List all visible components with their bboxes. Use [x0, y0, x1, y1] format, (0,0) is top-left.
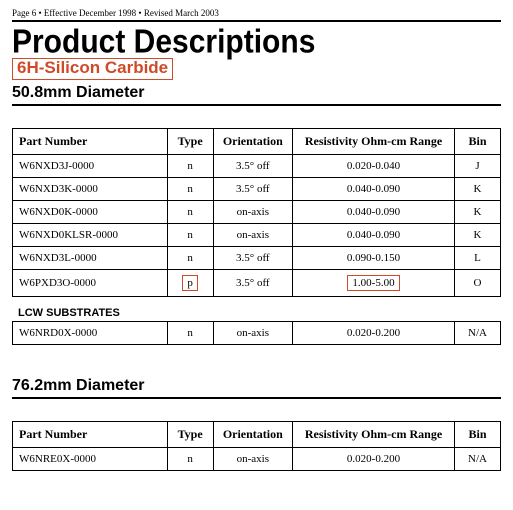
cell-resistivity: 0.040-0.090 [293, 177, 455, 200]
table-row: W6NXD3J-0000n3.5° off0.020-0.040J [13, 154, 501, 177]
cell-part: W6NXD0KLSR-0000 [13, 223, 168, 246]
cell-bin: K [454, 177, 500, 200]
cell-type: n [167, 223, 213, 246]
cell-bin: L [454, 246, 500, 269]
col-bin: Bin [454, 128, 500, 154]
section2-heading: 76.2mm Diameter [12, 377, 501, 399]
cell-part: W6NXD3J-0000 [13, 154, 168, 177]
page-header: Page 6 • Effective December 1998 • Revis… [12, 8, 501, 20]
cell-part: W6NRD0X-0000 [13, 321, 168, 344]
cell-bin: J [454, 154, 500, 177]
table-row: W6NRD0X-0000non-axis0.020-0.200N/A [13, 321, 501, 344]
cell-part: W6NRE0X-0000 [13, 447, 168, 470]
cell-part: W6NXD3K-0000 [13, 177, 168, 200]
cell-part: W6NXD3L-0000 [13, 246, 168, 269]
col-type: Type [167, 128, 213, 154]
col-bin: Bin [454, 421, 500, 447]
section1-heading: 50.8mm Diameter [12, 84, 501, 106]
cell-resistivity: 0.090-0.150 [293, 246, 455, 269]
table-row: W6NXD0KLSR-0000non-axis0.040-0.090K [13, 223, 501, 246]
table-row: W6NRE0X-0000non-axis0.020-0.200N/A [13, 447, 501, 470]
cell-bin: K [454, 223, 500, 246]
cell-bin: O [454, 269, 500, 296]
cell-bin: K [454, 200, 500, 223]
section1-table: Part Number Type Orientation Resistivity… [12, 128, 501, 297]
table-header-row: Part Number Type Orientation Resistivity… [13, 128, 501, 154]
col-orient: Orientation [213, 128, 292, 154]
cell-type: n [167, 447, 213, 470]
table-header-row: Part Number Type Orientation Resistivity… [13, 421, 501, 447]
subtitle-box: 6H-Silicon Carbide [12, 58, 173, 80]
section2-table: Part Number Type Orientation Resistivity… [12, 421, 501, 471]
col-type: Type [167, 421, 213, 447]
col-orient: Orientation [213, 421, 292, 447]
page-title: Product Descriptions [12, 26, 501, 59]
cell-orientation: 3.5° off [213, 177, 292, 200]
cell-orientation: on-axis [213, 223, 292, 246]
table-row: W6NXD3K-0000n3.5° off0.040-0.090K [13, 177, 501, 200]
table-row: W6PXD3O-0000p3.5° off1.00-5.00O [13, 269, 501, 296]
col-part: Part Number [13, 128, 168, 154]
cell-orientation: on-axis [213, 447, 292, 470]
cell-orientation: 3.5° off [213, 246, 292, 269]
rule-top [12, 20, 501, 22]
col-part: Part Number [13, 421, 168, 447]
section1-sublabel: LCW SUBSTRATES [12, 307, 501, 319]
cell-orientation: 3.5° off [213, 269, 292, 296]
cell-bin: N/A [454, 321, 500, 344]
cell-type: n [167, 154, 213, 177]
col-res: Resistivity Ohm-cm Range [293, 128, 455, 154]
cell-type: n [167, 177, 213, 200]
subtitle: 6H-Silicon Carbide [17, 58, 168, 77]
cell-orientation: 3.5° off [213, 154, 292, 177]
cell-resistivity: 1.00-5.00 [293, 269, 455, 296]
cell-resistivity: 0.020-0.200 [293, 321, 455, 344]
cell-part: W6NXD0K-0000 [13, 200, 168, 223]
section1-sub-table: W6NRD0X-0000non-axis0.020-0.200N/A [12, 321, 501, 345]
cell-resistivity: 0.040-0.090 [293, 200, 455, 223]
table-row: W6NXD3L-0000n3.5° off0.090-0.150L [13, 246, 501, 269]
cell-resistivity: 0.020-0.200 [293, 447, 455, 470]
cell-bin: N/A [454, 447, 500, 470]
table-row: W6NXD0K-0000non-axis0.040-0.090K [13, 200, 501, 223]
cell-type: p [167, 269, 213, 296]
col-res: Resistivity Ohm-cm Range [293, 421, 455, 447]
cell-resistivity: 0.020-0.040 [293, 154, 455, 177]
cell-type: n [167, 321, 213, 344]
cell-orientation: on-axis [213, 321, 292, 344]
cell-part: W6PXD3O-0000 [13, 269, 168, 296]
cell-orientation: on-axis [213, 200, 292, 223]
cell-type: n [167, 246, 213, 269]
cell-type: n [167, 200, 213, 223]
cell-resistivity: 0.040-0.090 [293, 223, 455, 246]
